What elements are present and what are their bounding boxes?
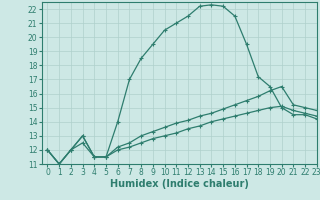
X-axis label: Humidex (Indice chaleur): Humidex (Indice chaleur) — [110, 179, 249, 189]
